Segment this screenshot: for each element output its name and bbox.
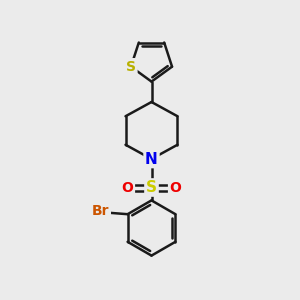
- Text: S: S: [126, 60, 136, 74]
- Text: S: S: [146, 180, 157, 195]
- Text: O: O: [169, 181, 181, 194]
- Text: O: O: [122, 181, 134, 194]
- Text: N: N: [145, 152, 158, 166]
- Text: Br: Br: [92, 204, 109, 218]
